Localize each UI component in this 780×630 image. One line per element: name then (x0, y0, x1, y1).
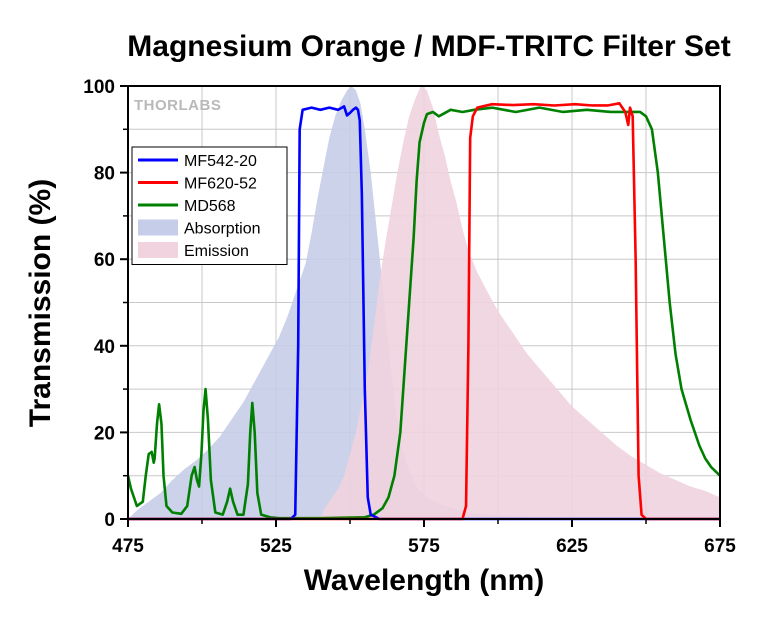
x-tick-label: 475 (112, 536, 144, 557)
legend-swatch (138, 219, 178, 236)
legend-label: Absorption (184, 221, 261, 238)
legend-label: MF620-52 (184, 176, 257, 193)
x-axis-label: Wavelength (nm) (304, 564, 545, 597)
line-series (126, 102, 721, 521)
chart-title: Magnesium Orange / MDF-TRITC Filter Set (127, 30, 730, 63)
legend: MF542-20 MF620-52 MD568 Absorption Emission (131, 146, 288, 265)
x-tick-label: 575 (408, 536, 440, 557)
y-tick-label: 60 (94, 250, 115, 271)
y-tick-label: 0 (104, 510, 115, 531)
legend-swatch (138, 242, 178, 258)
y-tick-label: 20 (94, 423, 115, 444)
area-series (128, 86, 720, 519)
series-area-absorption (128, 86, 720, 519)
series-line-mf620-52 (128, 102, 720, 521)
legend-label: MF542-20 (184, 153, 257, 170)
series-line-mf542-20 (128, 105, 720, 521)
y-axis-label: Transmission (%) (24, 179, 57, 427)
axis-ticks: 475 525 575 625 675 0 20 40 60 80 100 (83, 77, 736, 557)
series-area-emission (320, 86, 720, 519)
x-tick-label: 625 (556, 536, 588, 557)
legend-label: MD568 (184, 198, 236, 215)
y-tick-label: 100 (83, 77, 115, 98)
watermark-logo: THORLABS (134, 97, 221, 114)
legend-label: Emission (184, 243, 249, 260)
x-tick-label: 675 (704, 536, 736, 557)
x-tick-label: 525 (260, 536, 292, 557)
y-tick-label: 80 (94, 164, 115, 185)
y-tick-label: 40 (94, 337, 115, 358)
